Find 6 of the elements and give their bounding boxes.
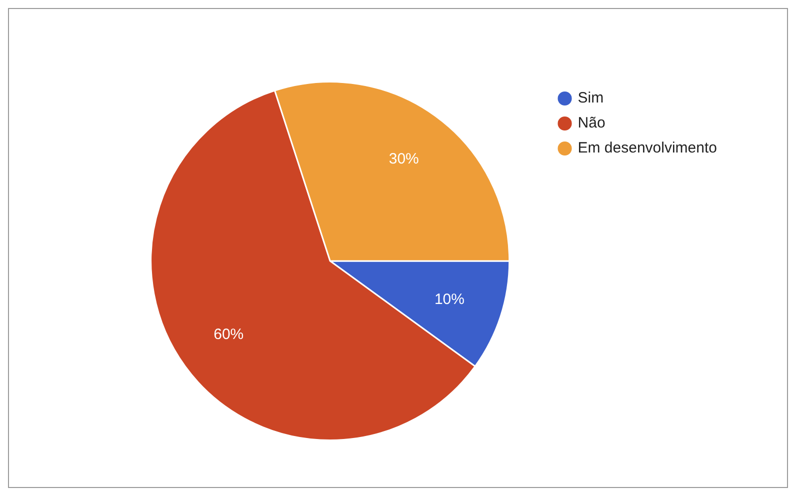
data-label: 10% <box>434 290 464 308</box>
legend-label: Não <box>578 114 606 132</box>
data-label: 30% <box>388 150 419 168</box>
data-label: 60% <box>214 326 244 343</box>
legend-label: Sim <box>578 90 604 107</box>
legend-label: Em desenvolvimento <box>578 140 717 157</box>
